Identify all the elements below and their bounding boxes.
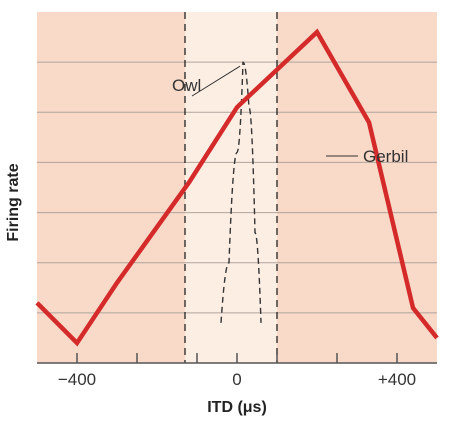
x-axis: −400 0 +400 <box>37 353 437 389</box>
shaded-itd-range <box>185 12 277 363</box>
series-lines <box>35 28 439 347</box>
owl-series-label: Owl <box>172 76 201 95</box>
gerbil-series-label: Gerbil <box>363 147 408 166</box>
owl-series-line <box>220 61 262 323</box>
x-tick-label: 0 <box>232 370 241 389</box>
x-tick-label: +400 <box>378 370 416 389</box>
y-axis-title: Firing rate <box>5 163 22 241</box>
x-tick-label: −400 <box>58 370 96 389</box>
series-labels: Owl Gerbil <box>172 65 408 166</box>
band-boundary-lines <box>184 12 278 363</box>
gerbil-series-line <box>35 28 439 347</box>
gridlines <box>37 61 437 314</box>
x-axis-title: ITD (μs) <box>207 399 267 416</box>
owl-leader-line <box>191 65 241 97</box>
